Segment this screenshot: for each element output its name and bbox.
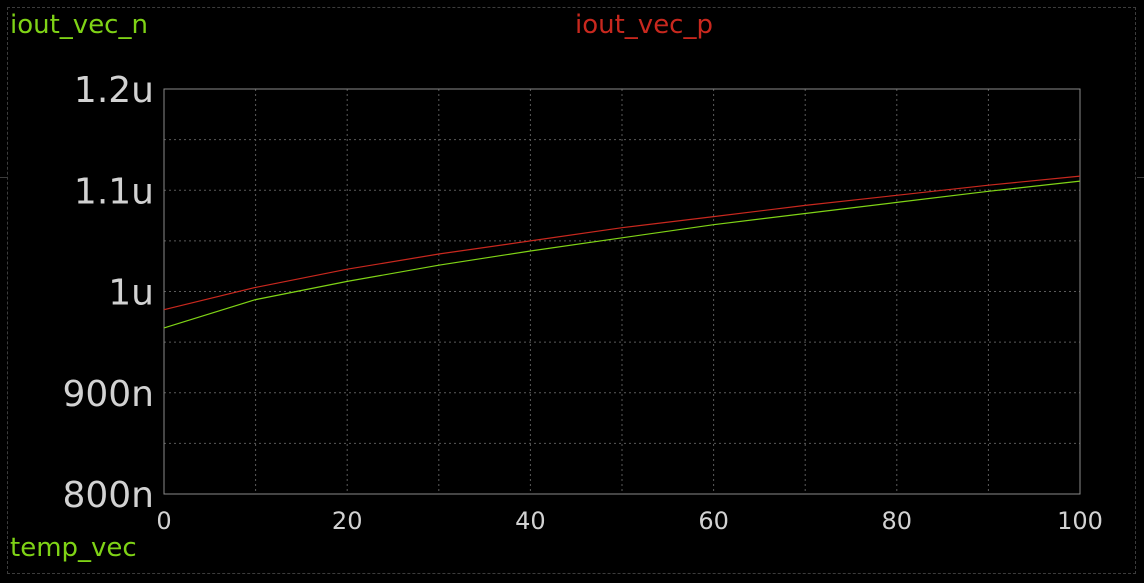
x-axis-label: temp_vec <box>10 533 137 563</box>
x-tick-label: 20 <box>332 507 363 535</box>
x-tick-label: 40 <box>515 507 546 535</box>
y-tick-label: 1.1u <box>74 171 154 212</box>
legend-series-p: iout_vec_p <box>575 10 713 40</box>
frame-marker-right <box>1137 177 1144 178</box>
y-tick-label: 1u <box>108 273 154 314</box>
x-tick-label: 60 <box>698 507 729 535</box>
plot-border <box>163 88 1081 495</box>
series-lines <box>163 175 1081 329</box>
series-line-iout_vec_p <box>163 175 1081 311</box>
plot-frame <box>7 7 1136 574</box>
x-tick-label: 100 <box>1057 507 1103 535</box>
series-line-iout_vec_n <box>163 180 1081 329</box>
y-tick-label: 800n <box>62 475 154 516</box>
x-tick-labels: 0 20 40 60 80 100 <box>156 507 1103 535</box>
y-tick-labels: 1.2u 1.1u 1u 900n 800n <box>62 70 154 516</box>
frame-marker-left <box>0 177 7 178</box>
x-tick-label: 0 <box>156 507 171 535</box>
y-tick-label: 900n <box>62 374 154 415</box>
axes <box>163 88 1081 495</box>
x-tick-label: 80 <box>882 507 913 535</box>
y-tick-label: 1.2u <box>74 70 154 111</box>
grid-lines <box>164 89 1080 494</box>
legend-series-n: iout_vec_n <box>10 10 148 40</box>
